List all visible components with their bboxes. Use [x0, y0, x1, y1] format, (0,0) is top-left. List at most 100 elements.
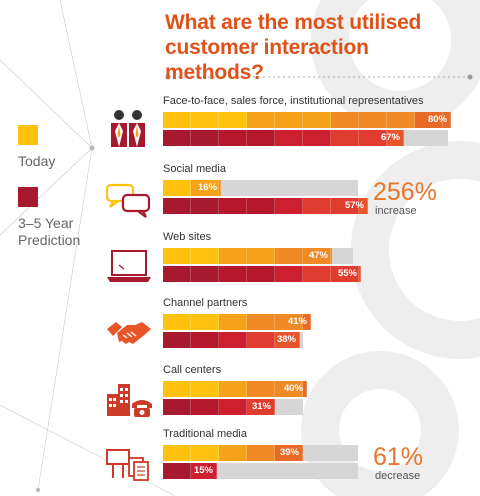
bar-segment: [191, 130, 219, 146]
bar-today: [163, 314, 311, 330]
bar-segment: [163, 314, 191, 330]
bar-prediction: [163, 399, 275, 415]
bar-segment: [219, 399, 247, 415]
category-row-channel-partners: Channel partners 41% 38%: [105, 297, 480, 359]
category-row-call-centers: Call centers 40% 31%: [105, 364, 480, 426]
bar-track-prediction: 67%: [163, 130, 448, 146]
bar-segment: [247, 130, 275, 146]
bar-prediction: [163, 266, 361, 282]
bar-segment: [219, 248, 247, 264]
bar-track-today: 47%: [163, 248, 353, 264]
bar-segment: [191, 266, 219, 282]
annotation-decrease-value: 61%: [373, 443, 424, 471]
bar-track-today: 39%: [163, 445, 358, 461]
data-label-today: 41%: [287, 316, 307, 327]
bar-segment: [415, 112, 443, 128]
category-row-face-to-face: Face-to-face, sales force, institutional…: [105, 95, 480, 157]
bar-segment: [163, 198, 191, 214]
handshake-icon: [107, 322, 151, 344]
bar-segment: [163, 399, 191, 415]
bar-segment: [219, 198, 247, 214]
bar-segment: [359, 112, 387, 128]
legend-today-label: Today: [18, 153, 56, 169]
chat-bubbles-icon: [105, 183, 151, 218]
bar-segment: [303, 266, 331, 282]
bar-segment: [275, 130, 303, 146]
bar-segment: [247, 332, 275, 348]
bar-track-prediction: 15%: [163, 463, 358, 479]
bar-segment: [191, 381, 219, 397]
bar-segment: [247, 266, 275, 282]
bar-segment: [191, 399, 219, 415]
bar-segment: [191, 314, 219, 330]
bar-today: [163, 381, 307, 397]
bar-today: [163, 248, 332, 264]
bar-track-today: 80%: [163, 112, 451, 128]
bar-segment: [247, 399, 275, 415]
annotation-increase: 256% increase: [373, 179, 437, 217]
bar-segment: [191, 445, 219, 461]
bar-prediction: [163, 198, 368, 214]
category-row-social-media: Social media 16% 57% 256% increase: [105, 163, 480, 225]
bar-segment: [359, 266, 361, 282]
bar-segment: [303, 381, 307, 397]
category-label: Face-to-face, sales force, institutional…: [163, 95, 424, 107]
bar-segment: [191, 332, 219, 348]
bar-segment: [275, 314, 303, 330]
laptop-icon: [107, 250, 151, 282]
category-label: Web sites: [163, 231, 212, 243]
bar-segment: [247, 445, 275, 461]
bar-segment: [247, 381, 275, 397]
bar-segment: [303, 314, 311, 330]
bar-track-prediction: 57%: [163, 198, 368, 214]
bar-prediction: [163, 130, 404, 146]
bar-segment: [303, 248, 331, 264]
bar-prediction: [163, 332, 300, 348]
chart-title: What are the most utilised customer inte…: [165, 11, 422, 84]
bar-track-today: 40%: [163, 381, 307, 397]
bar-segment: [331, 266, 359, 282]
category-label: Channel partners: [163, 297, 248, 309]
bar-track-prediction: 38%: [163, 332, 303, 348]
bar-segment: [219, 381, 247, 397]
bar-segment: [163, 112, 191, 128]
annotation-increase-label: increase: [375, 205, 417, 217]
bar-segment: [163, 381, 191, 397]
bar-segment: [219, 314, 247, 330]
bar-today: [163, 180, 221, 196]
bar-segment: [331, 248, 332, 264]
category-label: Traditional media: [163, 428, 247, 440]
bar-segment: [331, 130, 359, 146]
category-label: Call centers: [163, 364, 222, 376]
bar-segment: [331, 198, 359, 214]
data-label-prediction: 57%: [344, 200, 364, 211]
bar-prediction: [163, 463, 217, 479]
bar-segment: [191, 248, 219, 264]
data-label-today: 16%: [197, 182, 217, 193]
bar-today: [163, 445, 303, 461]
data-label-prediction: 15%: [193, 465, 213, 476]
bar-segment: [163, 130, 191, 146]
bar-segment: [275, 266, 303, 282]
bar-segment: [247, 248, 275, 264]
bar-segment: [163, 463, 191, 479]
bar-segment: [303, 198, 331, 214]
buildings-phone-icon: [107, 384, 152, 417]
annotation-decrease: 61% decrease: [373, 444, 423, 482]
bar-segment: [219, 130, 247, 146]
bar-segment: [163, 248, 191, 264]
bar-segment: [359, 198, 368, 214]
bar-segment: [303, 112, 331, 128]
bar-segment: [219, 112, 247, 128]
data-label-prediction: 67%: [380, 132, 400, 143]
bar-segment: [191, 463, 217, 479]
bar-track-prediction: 31%: [163, 399, 303, 415]
data-label-today: 40%: [283, 383, 303, 394]
data-label-prediction: 31%: [251, 401, 271, 412]
legend-prediction: 3–5 Year Prediction: [18, 187, 128, 249]
bar-segment: [219, 332, 247, 348]
bar-track-prediction: 55%: [163, 266, 361, 282]
people-icon: [111, 110, 145, 147]
bar-segment: [247, 314, 275, 330]
